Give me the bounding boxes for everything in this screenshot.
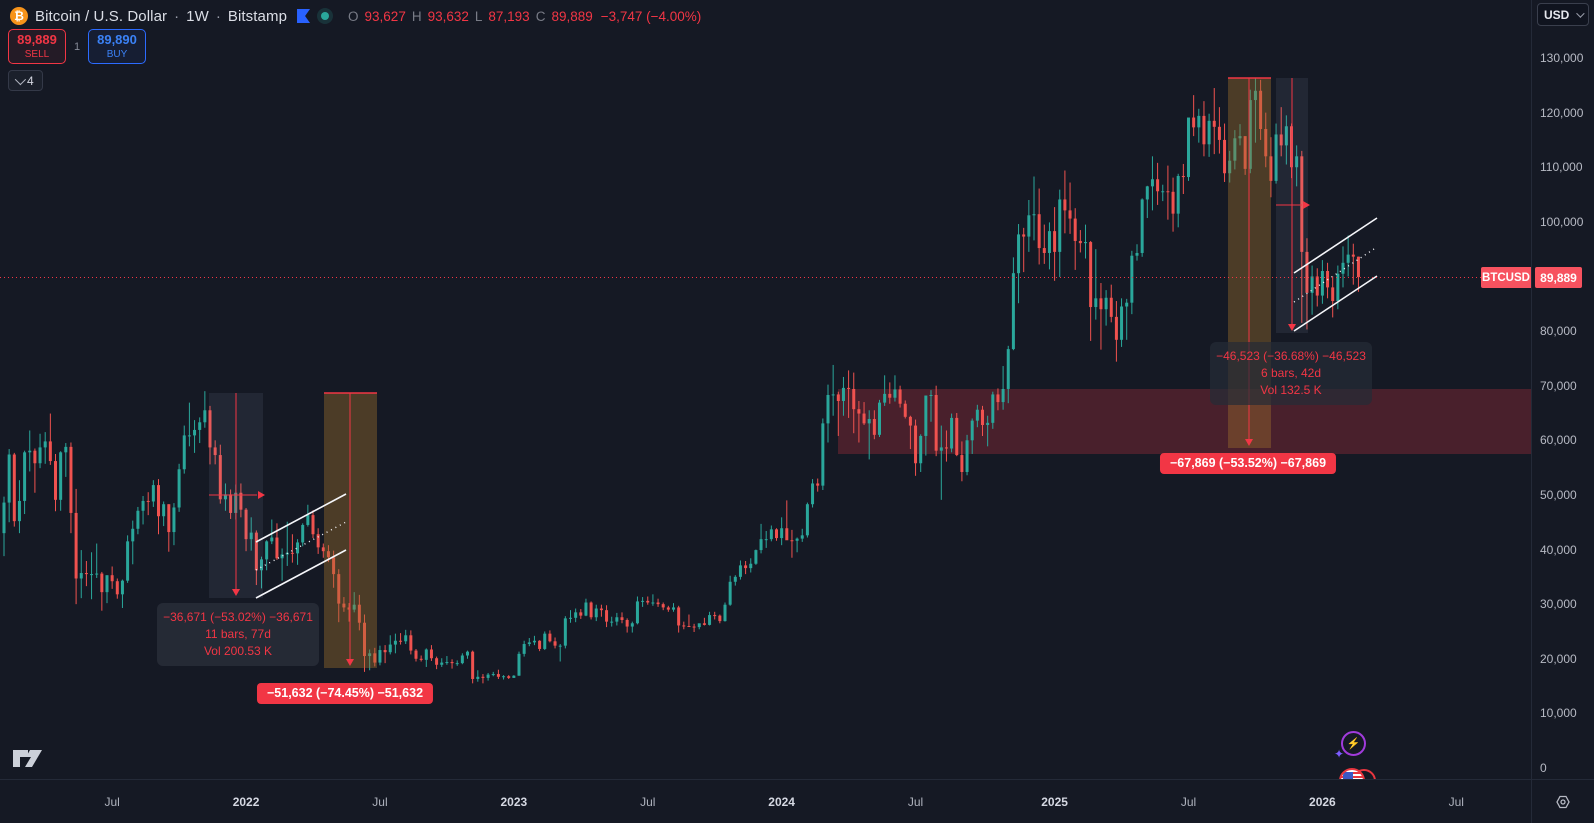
currency-selector[interactable]: USD <box>1537 3 1589 26</box>
interval-label[interactable]: 1W <box>186 7 209 25</box>
time-axis-label: 2026 <box>1309 795 1336 809</box>
time-axis-label: Jul <box>640 795 656 809</box>
price-axis-label: 120,000 <box>1540 105 1584 120</box>
time-axis-label: 2025 <box>1041 795 1068 809</box>
measure-volume: Vol 132.5 K <box>1260 383 1322 397</box>
price-axis-label: 0 <box>1540 761 1547 775</box>
chevron-down-icon <box>14 73 27 85</box>
symbol-title[interactable]: Bitcoin / U.S. Dollar <box>35 7 168 25</box>
measure-volume: Vol 200.53 K <box>203 644 273 658</box>
time-axis[interactable]: Jul 2022 Jul 2023 Jul 2024 Jul 2025 Jul 2026 Jul <box>0 779 1531 823</box>
tradingview-logo-icon <box>13 750 42 767</box>
measure-price-change: −46,523 (−36.68%) −46,523 <box>1216 349 1366 363</box>
exchange-label[interactable]: Bitstamp <box>227 7 288 25</box>
symbol-price-label: BTCUSD <box>1481 267 1531 288</box>
last-price-badge: 89,889 <box>1535 267 1582 288</box>
chart-legend[interactable]: ₿ Bitcoin / U.S. Dollar · 1W · Bitstamp … <box>10 5 701 27</box>
change-value: −3,747 (−4.00%) <box>600 8 702 24</box>
measure-tooltip-right: −46,523 (−36.68%) −46,523 6 bars, 42d Vo… <box>1210 342 1372 405</box>
spread-value: 1 <box>73 40 81 53</box>
price-axis-label: 130,000 <box>1540 51 1584 65</box>
time-axis-label: 2023 <box>500 795 528 809</box>
candlestick-chart[interactable] <box>0 0 1531 779</box>
time-axis-label: Jul <box>1180 795 1197 809</box>
time-axis-label: 2024 <box>768 795 795 809</box>
time-axis-label: 2022 <box>232 795 260 809</box>
measure-bar-count: 6 bars, 42d <box>1260 366 1322 380</box>
time-axis-label: Jul <box>372 795 388 809</box>
legend-separator: · <box>174 7 180 25</box>
chevron-down-icon <box>1576 8 1585 18</box>
price-axis-label: 110,000 <box>1540 160 1583 175</box>
price-axis[interactable]: USD 89,889 130,000120,000110,000100,0009… <box>1531 0 1594 779</box>
measure-bar-count: 11 bars, 77d <box>205 627 271 641</box>
price-axis-label: 100,000 <box>1540 214 1584 229</box>
price-axis-label: 10,000 <box>1540 706 1577 721</box>
price-axis-label: 20,000 <box>1540 651 1577 666</box>
price-axis-label: 80,000 <box>1540 324 1577 339</box>
chart-canvas[interactable]: −36,671 (−53.02%) −36,671 11 bars, 77d V… <box>0 0 1531 779</box>
price-axis-label: 60,000 <box>1540 433 1577 448</box>
price-axis-label: 40,000 <box>1540 542 1577 557</box>
drawings-group-chip[interactable]: 4 <box>8 70 43 91</box>
measure-price-change: −36,671 (−53.02%) −36,671 <box>163 610 313 624</box>
time-axis-label: Jul <box>907 795 924 809</box>
lightning-icon[interactable]: ⚡ <box>1341 731 1366 756</box>
measure-badge-right: −67,869 (−53.52%) −67,869 <box>1159 453 1337 474</box>
axis-settings-corner[interactable] <box>1531 779 1594 823</box>
buy-sell-panel: 89,889 SELL 1 89,890 BUY <box>8 29 146 64</box>
ohlc-values: O 93,627 H 93,632 L 87,193 C 89,889 −3,747 (… <box>348 8 702 24</box>
price-axis-label: 50,000 <box>1540 487 1577 502</box>
legend-separator: · <box>215 7 221 25</box>
buy-button[interactable]: 89,890 BUY <box>88 29 146 64</box>
time-axis-label: Jul <box>1448 795 1464 809</box>
price-axis-label: 30,000 <box>1540 597 1577 612</box>
measure-tooltip-left: −36,671 (−53.02%) −36,671 11 bars, 77d V… <box>157 603 319 666</box>
time-axis-label: Jul <box>104 795 120 809</box>
flag-symbol-icon[interactable] <box>297 9 311 23</box>
gear-icon <box>1556 795 1570 808</box>
price-axis-label: 70,000 <box>1540 378 1577 393</box>
sparkle-icon: ✦ <box>1334 747 1345 761</box>
sell-button[interactable]: 89,889 SELL <box>8 29 66 64</box>
market-status-icon <box>317 8 334 24</box>
measure-badge-left: −51,632 (−74.45%) −51,632 <box>256 683 434 704</box>
bitcoin-logo-icon: ₿ <box>10 7 28 25</box>
